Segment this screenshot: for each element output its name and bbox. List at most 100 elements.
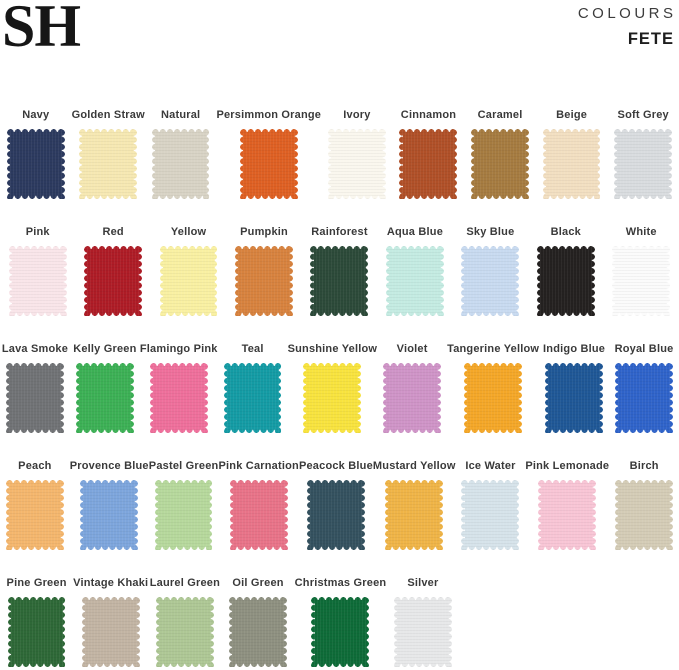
swatch-item: Ice Water: [456, 459, 526, 550]
fabric-swatch: [385, 246, 444, 316]
fabric-swatch: [81, 597, 140, 667]
fabric-swatch: [464, 363, 523, 433]
fabric-swatch: [75, 363, 134, 433]
swatch-item: Vintage Khaki: [73, 576, 148, 667]
swatch-row: Lava Smoke Kelly Green Flamingo Pink Teal Su…: [0, 342, 679, 433]
swatch-label: Navy: [22, 109, 50, 121]
header-right: COLOURS FETE: [578, 0, 673, 49]
swatch-item: Black: [528, 225, 603, 316]
swatch-label: Ivory: [343, 109, 371, 121]
fabric-swatch: [229, 480, 288, 550]
fabric-swatch: [538, 480, 597, 550]
swatch-item: Pink Carnation: [219, 459, 299, 550]
swatch-label: Yellow: [170, 226, 207, 238]
swatch-label: Birch: [629, 460, 659, 472]
fabric-swatch: [155, 597, 214, 667]
fabric-swatch: [471, 129, 530, 199]
fabric-swatch: [8, 246, 67, 316]
swatch-label: Teal: [241, 343, 264, 355]
swatch-row: Pine Green Vintage Khaki Laurel Green Oil G…: [0, 576, 679, 667]
fabric-swatch: [545, 363, 604, 433]
swatch-item: Cinnamon: [393, 108, 465, 199]
swatch-item: Pastel Green: [149, 459, 219, 550]
swatch-label: Royal Blue: [614, 343, 674, 355]
fabric-swatch: [7, 597, 66, 667]
fabric-swatch: [385, 480, 444, 550]
fabric-swatch: [239, 129, 298, 199]
swatch-label: Pink Lemonade: [525, 460, 610, 472]
swatch-item: Golden Straw: [72, 108, 145, 199]
swatch-item: Pink Lemonade: [525, 459, 609, 550]
swatch-row: Navy Golden Straw Natural Persimmon Orange I…: [0, 108, 679, 199]
swatch-item: Silver: [386, 576, 459, 667]
swatch-item: Teal: [218, 342, 288, 433]
swatch-label: Peacock Blue: [298, 460, 373, 472]
fabric-swatch: [461, 246, 520, 316]
fabric-swatch: [6, 129, 65, 199]
swatch-label: Black: [550, 226, 581, 238]
swatch-label: Lava Smoke: [1, 343, 69, 355]
fabric-swatch: [84, 246, 143, 316]
swatch-item: Christmas Green: [295, 576, 387, 667]
swatch-label: Indigo Blue: [543, 343, 606, 355]
swatch-item: Natural: [145, 108, 217, 199]
swatch-label: Silver: [407, 577, 439, 589]
fabric-swatch: [311, 597, 370, 667]
swatch-item: Peacock Blue: [299, 459, 373, 550]
swatch-label: Pumpkin: [240, 226, 288, 238]
swatch-label: Laurel Green: [149, 577, 221, 589]
fabric-swatch: [612, 246, 671, 316]
swatch-item: Lava Smoke: [0, 342, 70, 433]
swatch-item: White: [604, 225, 679, 316]
fabric-swatch: [149, 363, 208, 433]
swatch-grid: Navy Golden Straw Natural Persimmon Orange I…: [0, 108, 679, 667]
fabric-swatch: [614, 129, 673, 199]
palette-name: FETE: [627, 30, 674, 48]
fabric-swatch: [223, 363, 282, 433]
swatch-label: Persimmon Orange: [216, 109, 322, 121]
swatch-item: Navy: [0, 108, 72, 199]
swatch-row: Pink Red Yellow Pumpkin Rainforest Aqua Blue S…: [0, 225, 679, 316]
fabric-swatch: [154, 480, 213, 550]
swatch-label: Natural: [161, 109, 201, 121]
swatch-label: Aqua Blue: [386, 226, 444, 238]
fabric-swatch: [5, 480, 64, 550]
fabric-swatch: [383, 363, 442, 433]
swatch-label: Pink: [25, 226, 50, 238]
swatch-item: Pumpkin: [226, 225, 301, 316]
swatch-label: Peach: [18, 460, 52, 472]
swatch-label: Flamingo Pink: [139, 343, 218, 355]
swatch-item: Flamingo Pink: [140, 342, 218, 433]
swatch-item: Mustard Yellow: [373, 459, 456, 550]
swatch-label: Caramel: [477, 109, 523, 121]
swatch-row: Peach Provence Blue Pastel Green Pink Carna…: [0, 459, 679, 550]
swatch-label: Cinnamon: [400, 109, 457, 121]
swatch-label: Vintage Khaki: [73, 577, 149, 589]
fabric-swatch: [615, 363, 674, 433]
collection-title: COLOURS: [577, 5, 677, 22]
fabric-swatch: [327, 129, 386, 199]
swatch-label: Violet: [396, 343, 428, 355]
swatch-item: Rainforest: [302, 225, 377, 316]
swatch-item: Birch: [609, 459, 679, 550]
fabric-swatch: [79, 129, 138, 199]
swatch-item: Ivory: [321, 108, 393, 199]
swatch-label: Pastel Green: [148, 460, 219, 472]
swatch-item: Royal Blue: [609, 342, 679, 433]
swatch-label: Rainforest: [311, 226, 368, 238]
swatch-label: Pine Green: [6, 577, 67, 589]
fabric-swatch: [306, 480, 365, 550]
fabric-swatch: [235, 246, 294, 316]
fabric-swatch: [303, 363, 362, 433]
swatch-label: Sunshine Yellow: [287, 343, 378, 355]
swatch-item: Soft Grey: [607, 108, 679, 199]
swatch-label: White: [625, 226, 657, 238]
swatch-item: Sunshine Yellow: [288, 342, 378, 433]
swatch-item: Tangerine Yellow: [447, 342, 539, 433]
swatch-item: Yellow: [151, 225, 226, 316]
fabric-swatch: [151, 129, 210, 199]
swatch-item: Aqua Blue: [377, 225, 452, 316]
fabric-swatch: [399, 129, 458, 199]
swatch-label: Oil Green: [232, 577, 284, 589]
swatch-label: Christmas Green: [294, 577, 387, 589]
